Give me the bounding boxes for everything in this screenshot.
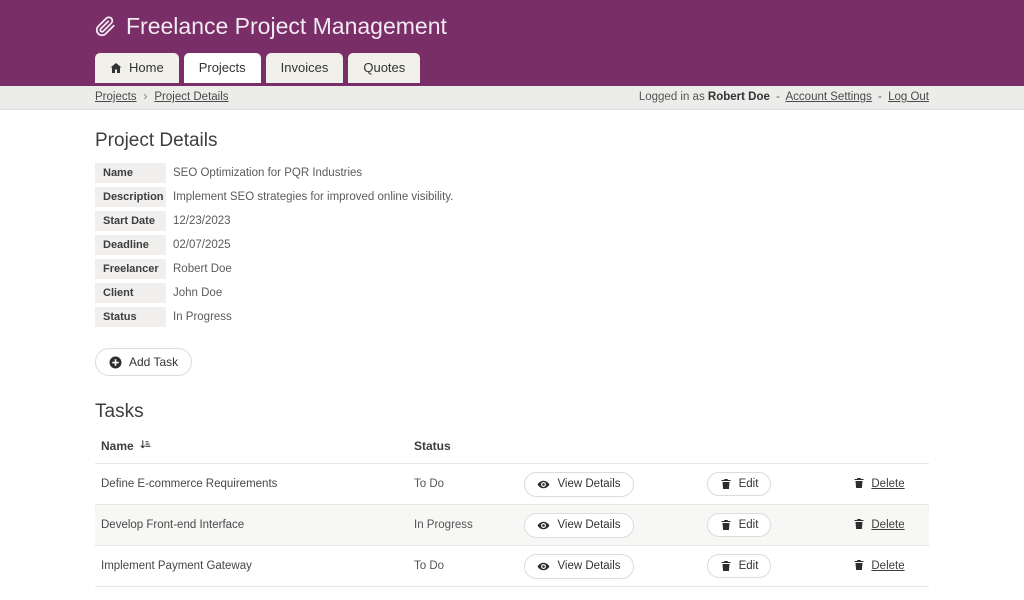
detail-value: 12/23/2023 bbox=[173, 215, 231, 227]
plus-circle-icon bbox=[109, 356, 122, 369]
delete-button[interactable]: Delete bbox=[853, 518, 905, 533]
column-header-name: Name bbox=[101, 439, 134, 453]
detail-row-name: Name SEO Optimization for PQR Industries bbox=[95, 163, 929, 183]
task-name: Define E-commerce Requirements bbox=[101, 478, 278, 490]
detail-label: Client bbox=[95, 283, 166, 303]
detail-row-freelancer: Freelancer Robert Doe bbox=[95, 259, 929, 279]
app-header: Freelance Project Management Home Projec… bbox=[0, 0, 1024, 86]
tab-home[interactable]: Home bbox=[95, 53, 179, 83]
detail-label: Deadline bbox=[95, 235, 166, 255]
breadcrumb-link-project-details[interactable]: Project Details bbox=[154, 91, 229, 103]
tab-invoices[interactable]: Invoices bbox=[265, 53, 344, 83]
task-name: Implement Payment Gateway bbox=[101, 560, 252, 572]
breadcrumb: Projects › Project Details bbox=[95, 91, 229, 103]
detail-row-start-date: Start Date 12/23/2023 bbox=[95, 211, 929, 231]
account-settings-link[interactable]: Account Settings bbox=[785, 91, 872, 103]
detail-value: John Doe bbox=[173, 287, 223, 299]
user-name: Robert Doe bbox=[707, 91, 770, 103]
trash-icon bbox=[720, 560, 732, 572]
edit-button[interactable]: Edit bbox=[706, 513, 772, 537]
task-status: To Do bbox=[414, 560, 445, 572]
delete-button[interactable]: Delete bbox=[853, 477, 905, 492]
eye-icon bbox=[537, 478, 550, 491]
edit-button[interactable]: Edit bbox=[706, 472, 772, 496]
view-details-button[interactable]: View Details bbox=[524, 471, 634, 497]
detail-row-deadline: Deadline 02/07/2025 bbox=[95, 235, 929, 255]
view-details-button[interactable]: View Details bbox=[524, 512, 634, 538]
trash-icon bbox=[720, 478, 732, 490]
project-details-table: Name SEO Optimization for PQR Industries… bbox=[95, 163, 929, 327]
detail-label: Name bbox=[95, 163, 166, 183]
detail-value: 02/07/2025 bbox=[173, 239, 231, 251]
trash-icon bbox=[853, 477, 865, 492]
breadcrumb-separator: › bbox=[143, 91, 148, 103]
user-bar: Logged in as Robert Doe - Account Settin… bbox=[638, 91, 929, 103]
breadcrumb-bar: Projects › Project Details Logged in as Ro… bbox=[0, 86, 1024, 110]
detail-label: Status bbox=[95, 307, 166, 327]
tab-quotes[interactable]: Quotes bbox=[348, 53, 421, 83]
detail-value: Implement SEO strategies for improved on… bbox=[173, 191, 454, 203]
task-row: Implement Payment Gateway To Do View Det… bbox=[95, 546, 929, 587]
tasks-table: Name Status Define E-commerce Requiremen… bbox=[95, 429, 929, 587]
edit-button[interactable]: Edit bbox=[706, 554, 772, 578]
eye-icon bbox=[537, 560, 550, 573]
task-row: Define E-commerce Requirements To Do Vie… bbox=[95, 464, 929, 505]
detail-row-status: Status In Progress bbox=[95, 307, 929, 327]
home-icon bbox=[110, 62, 122, 74]
sort-icon[interactable] bbox=[140, 439, 151, 453]
detail-label: Start Date bbox=[95, 211, 166, 231]
tasks-heading: Tasks bbox=[95, 401, 144, 422]
tab-projects[interactable]: Projects bbox=[183, 53, 261, 83]
detail-row-client: Client John Doe bbox=[95, 283, 929, 303]
page-title: Freelance Project Management bbox=[95, 13, 929, 40]
detail-label: Freelancer bbox=[95, 259, 166, 279]
detail-value: In Progress bbox=[173, 311, 232, 323]
trash-icon bbox=[853, 518, 865, 533]
task-status: To Do bbox=[414, 478, 445, 490]
breadcrumb-link-projects[interactable]: Projects bbox=[95, 91, 137, 103]
trash-icon bbox=[720, 519, 732, 531]
add-task-button[interactable]: Add Task bbox=[95, 348, 193, 376]
detail-label: Description bbox=[95, 187, 166, 207]
detail-row-description: Description Implement SEO strategies for… bbox=[95, 187, 929, 207]
paperclip-icon bbox=[95, 16, 116, 37]
trash-icon bbox=[853, 559, 865, 574]
view-details-button[interactable]: View Details bbox=[524, 553, 634, 579]
task-status: In Progress bbox=[414, 519, 473, 531]
task-row: Develop Front-end Interface In Progress … bbox=[95, 505, 929, 546]
detail-value: SEO Optimization for PQR Industries bbox=[173, 167, 363, 179]
delete-button[interactable]: Delete bbox=[853, 559, 905, 574]
log-out-link[interactable]: Log Out bbox=[888, 91, 929, 103]
main-nav: Home Projects Invoices Quotes bbox=[95, 53, 929, 83]
eye-icon bbox=[537, 519, 550, 532]
task-name: Develop Front-end Interface bbox=[101, 519, 245, 531]
tasks-table-header: Name Status bbox=[95, 429, 929, 464]
detail-value: Robert Doe bbox=[173, 263, 232, 275]
logged-in-label: Logged in as bbox=[638, 91, 705, 103]
project-details-heading: Project Details bbox=[95, 130, 218, 151]
column-header-status: Status bbox=[414, 439, 451, 453]
